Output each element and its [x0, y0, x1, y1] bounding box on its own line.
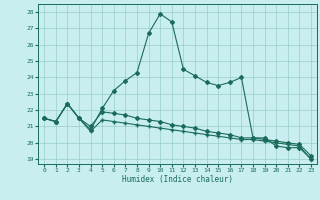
X-axis label: Humidex (Indice chaleur): Humidex (Indice chaleur) [122, 175, 233, 184]
